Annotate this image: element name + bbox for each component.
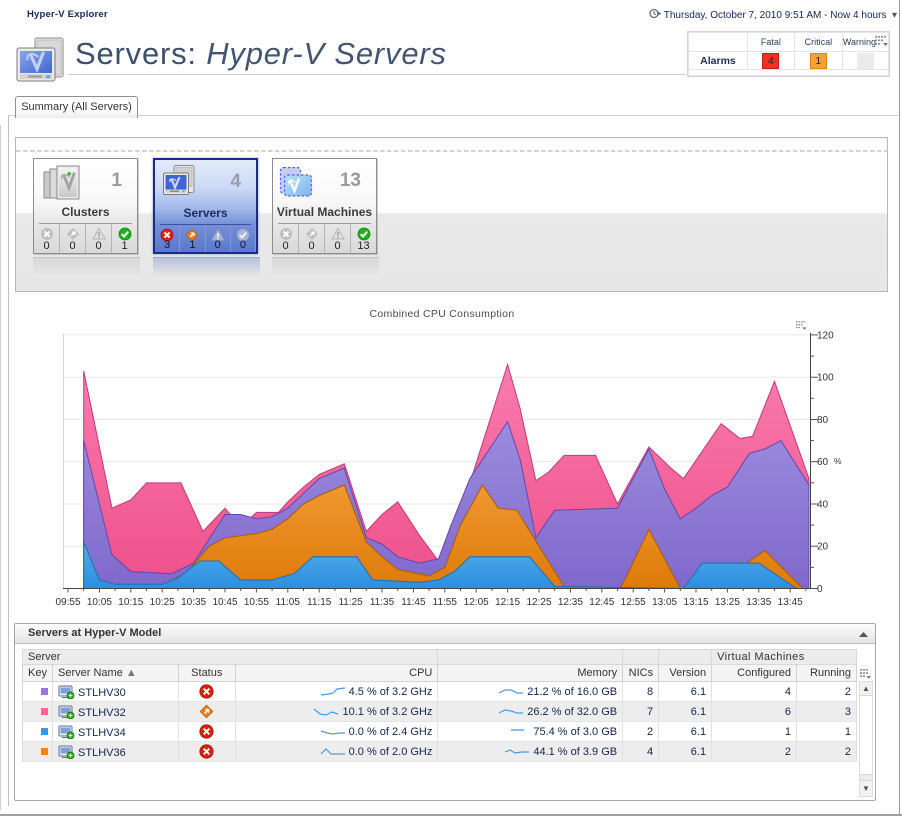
svg-text:0: 0: [817, 584, 823, 595]
svg-text:13:05: 13:05: [652, 597, 677, 608]
svg-text:11:05: 11:05: [276, 597, 301, 608]
svg-text:12:25: 12:25: [526, 597, 551, 608]
svg-text:11:15: 11:15: [307, 597, 332, 608]
svg-text:120: 120: [817, 330, 834, 341]
svg-text:13:15: 13:15: [683, 597, 708, 608]
svg-text:10:05: 10:05: [87, 597, 112, 608]
svg-text:13:35: 13:35: [746, 597, 771, 608]
svg-text:60: 60: [817, 457, 829, 468]
svg-text:80: 80: [817, 415, 829, 426]
svg-text:11:55: 11:55: [433, 597, 458, 608]
svg-text:11:25: 11:25: [338, 597, 363, 608]
svg-text:12:45: 12:45: [589, 597, 614, 608]
svg-text:11:45: 11:45: [401, 597, 426, 608]
svg-text:12:05: 12:05: [464, 597, 489, 608]
svg-text:12:35: 12:35: [558, 597, 583, 608]
svg-text:10:45: 10:45: [212, 597, 237, 608]
svg-text:20: 20: [817, 542, 829, 553]
svg-text:13:25: 13:25: [715, 597, 740, 608]
svg-text:10:15: 10:15: [118, 597, 143, 608]
svg-text:12:55: 12:55: [621, 597, 646, 608]
svg-text:10:35: 10:35: [181, 597, 206, 608]
svg-text:10:55: 10:55: [244, 597, 269, 608]
svg-text:100: 100: [817, 373, 834, 384]
svg-text:11:35: 11:35: [370, 597, 395, 608]
svg-text:40: 40: [817, 500, 829, 511]
svg-text:10:25: 10:25: [150, 597, 175, 608]
svg-text:09:55: 09:55: [55, 597, 80, 608]
svg-text:12:15: 12:15: [495, 597, 520, 608]
svg-text:13:45: 13:45: [778, 597, 803, 608]
svg-text:%: %: [834, 456, 842, 466]
